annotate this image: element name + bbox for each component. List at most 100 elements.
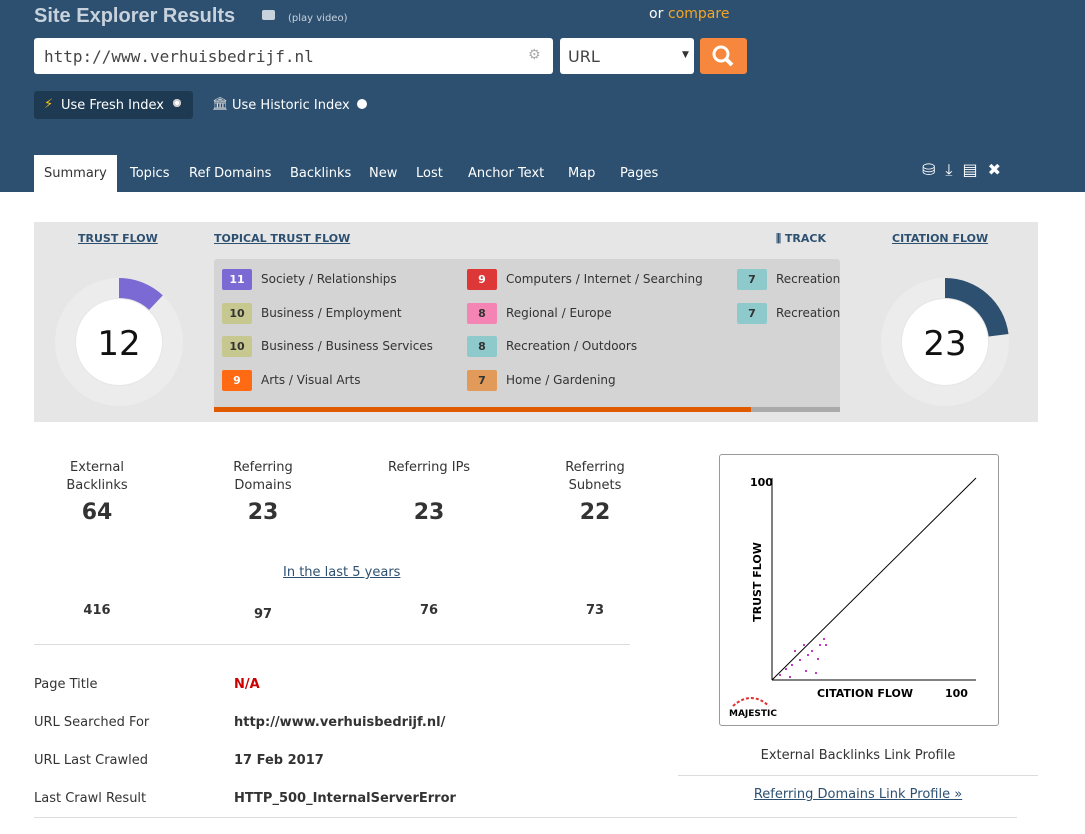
track-link[interactable]: ⫼ TRACK <box>776 232 826 245</box>
trust-flow-label[interactable]: TRUST FLOW <box>78 232 158 245</box>
fresh-index[interactable]: Use Fresh Index <box>61 98 164 113</box>
stat-value: 22 <box>579 500 611 525</box>
page-title: Site Explorer Results <box>34 5 236 27</box>
topic-name[interactable]: Regional / Europe <box>506 305 612 320</box>
play-video[interactable]: (play video) <box>288 13 348 24</box>
compare-link[interactable]: compare <box>668 6 730 22</box>
track[interactable]: TRACK <box>784 232 826 245</box>
detail-value: http://www.verhuisbedrijf.nl/ <box>234 715 446 730</box>
stat-historic: 73 <box>585 603 605 618</box>
stat-label: Referring Domains <box>233 460 293 493</box>
topic-value[interactable]: 9 <box>222 369 252 391</box>
topic-value[interactable]: 10 <box>222 302 252 324</box>
tab[interactable]: Ref Domains <box>189 166 272 181</box>
topic-value[interactable]: 7 <box>737 269 767 290</box>
or-text: or <box>649 6 664 22</box>
detail-label: Page Title <box>34 677 98 692</box>
topic-name[interactable]: Society / Relationships <box>261 272 397 286</box>
divider <box>678 775 1038 776</box>
search-icon <box>712 45 734 67</box>
detail-label: Last Crawl Result <box>34 791 147 806</box>
stat-label: External Backlinks <box>66 460 128 493</box>
topic-value[interactable]: 10 <box>222 336 252 357</box>
donut-center <box>902 299 988 385</box>
x-max: 100 <box>945 687 968 700</box>
y-label: TRUST FLOW <box>751 542 764 622</box>
bolt-icon: ⚡ <box>44 97 54 112</box>
diagonal <box>771 477 977 681</box>
detail-value: HTTP_500_InternalServerError <box>234 791 456 806</box>
citation-flow-label[interactable]: CITATION FLOW <box>892 232 989 245</box>
topic-name[interactable]: Recreation <box>776 305 841 320</box>
tab[interactable]: Map <box>568 166 596 181</box>
y-max: 100 <box>750 476 773 489</box>
topics-box <box>214 259 840 412</box>
stat-label: Referring Subnets <box>565 460 625 493</box>
donut-value: 23 <box>923 324 966 364</box>
search-button[interactable] <box>700 38 747 74</box>
mode-select[interactable]: URL <box>568 47 600 66</box>
tab[interactable]: New <box>369 166 398 181</box>
historic-index[interactable]: Use Historic Index <box>232 98 350 113</box>
donut-value: 12 <box>97 324 140 364</box>
topic-value[interactable]: 11 <box>222 269 252 290</box>
donut-arc <box>119 278 163 310</box>
detail-label: URL Last Crawled <box>34 753 149 768</box>
topic-value[interactable]: 9 <box>467 269 497 290</box>
topic-name[interactable]: Business / Employment <box>261 305 402 320</box>
donut-arc <box>945 278 1009 337</box>
url-input-box[interactable] <box>34 38 553 74</box>
stat-historic: 76 <box>419 603 439 618</box>
topic-name[interactable]: Computers / Internet / Searching <box>506 272 703 286</box>
tab[interactable]: Pages <box>620 166 659 181</box>
x-label: CITATION FLOW <box>817 687 913 700</box>
tab[interactable]: Backlinks <box>290 166 352 181</box>
stat-value: 64 <box>81 500 113 525</box>
topic-name[interactable]: Business / Business Services <box>261 339 433 353</box>
tab[interactable]: Topics <box>130 166 170 181</box>
stat-value: 23 <box>413 500 445 525</box>
topic-value[interactable]: 8 <box>467 336 497 357</box>
bank-icon: 🏛 <box>212 97 229 112</box>
fresh-index-button[interactable] <box>34 91 193 119</box>
brand: MAJESTIC <box>729 709 777 719</box>
flow-chart: 100 100 CITATION FLOW TRUST FLOW MAJESTI… <box>729 476 977 719</box>
scatter-dots <box>779 638 827 678</box>
stat-label: Referring IPs <box>388 460 470 475</box>
topic-name[interactable]: Home / Gardening <box>506 372 616 387</box>
topic-name[interactable]: Recreation / Outdoors <box>506 339 638 353</box>
select-arrow: ▼ <box>682 50 689 60</box>
stat-value: 23 <box>247 500 279 525</box>
settings-icon[interactable]: ⚙ <box>528 47 541 63</box>
topic-value[interactable]: 7 <box>737 302 767 324</box>
stat-historic: 416 <box>83 603 111 618</box>
divider <box>34 817 1017 818</box>
url-input[interactable]: http://www.verhuisbedrijf.nl <box>44 47 314 66</box>
tab[interactable]: Summary <box>34 155 117 192</box>
topic-value[interactable]: 7 <box>467 369 497 391</box>
donut-center <box>76 299 162 385</box>
topical-label[interactable]: TOPICAL TRUST FLOW <box>214 232 351 245</box>
stat-historic: 97 <box>253 607 273 622</box>
progress-bar <box>214 407 751 412</box>
video-icon[interactable] <box>262 10 275 20</box>
mode-select-box[interactable] <box>560 38 694 74</box>
detail-label: URL Searched For <box>34 715 150 730</box>
fresh-radio[interactable] <box>173 99 181 107</box>
external-link[interactable]: External Backlinks Link Profile <box>760 748 956 763</box>
toolbar-icons[interactable]: ⛁⤓▤✖ <box>922 160 1012 179</box>
topic-value[interactable]: 8 <box>467 302 497 324</box>
topic-name[interactable]: Recreation <box>776 272 841 286</box>
historic-radio[interactable] <box>357 99 367 109</box>
history-link[interactable]: In the last 5 years <box>283 565 401 580</box>
donuts: 12 23 <box>76 278 1009 385</box>
tab[interactable]: Lost <box>416 166 443 181</box>
brand-logo <box>732 697 770 707</box>
detail-value: 17 Feb 2017 <box>234 753 324 768</box>
detail-value: N/A <box>234 677 260 692</box>
topic-name[interactable]: Arts / Visual Arts <box>261 372 361 387</box>
tab[interactable]: Anchor Text <box>468 166 545 181</box>
referring-link[interactable]: Referring Domains Link Profile » <box>753 787 963 802</box>
divider <box>34 644 630 645</box>
